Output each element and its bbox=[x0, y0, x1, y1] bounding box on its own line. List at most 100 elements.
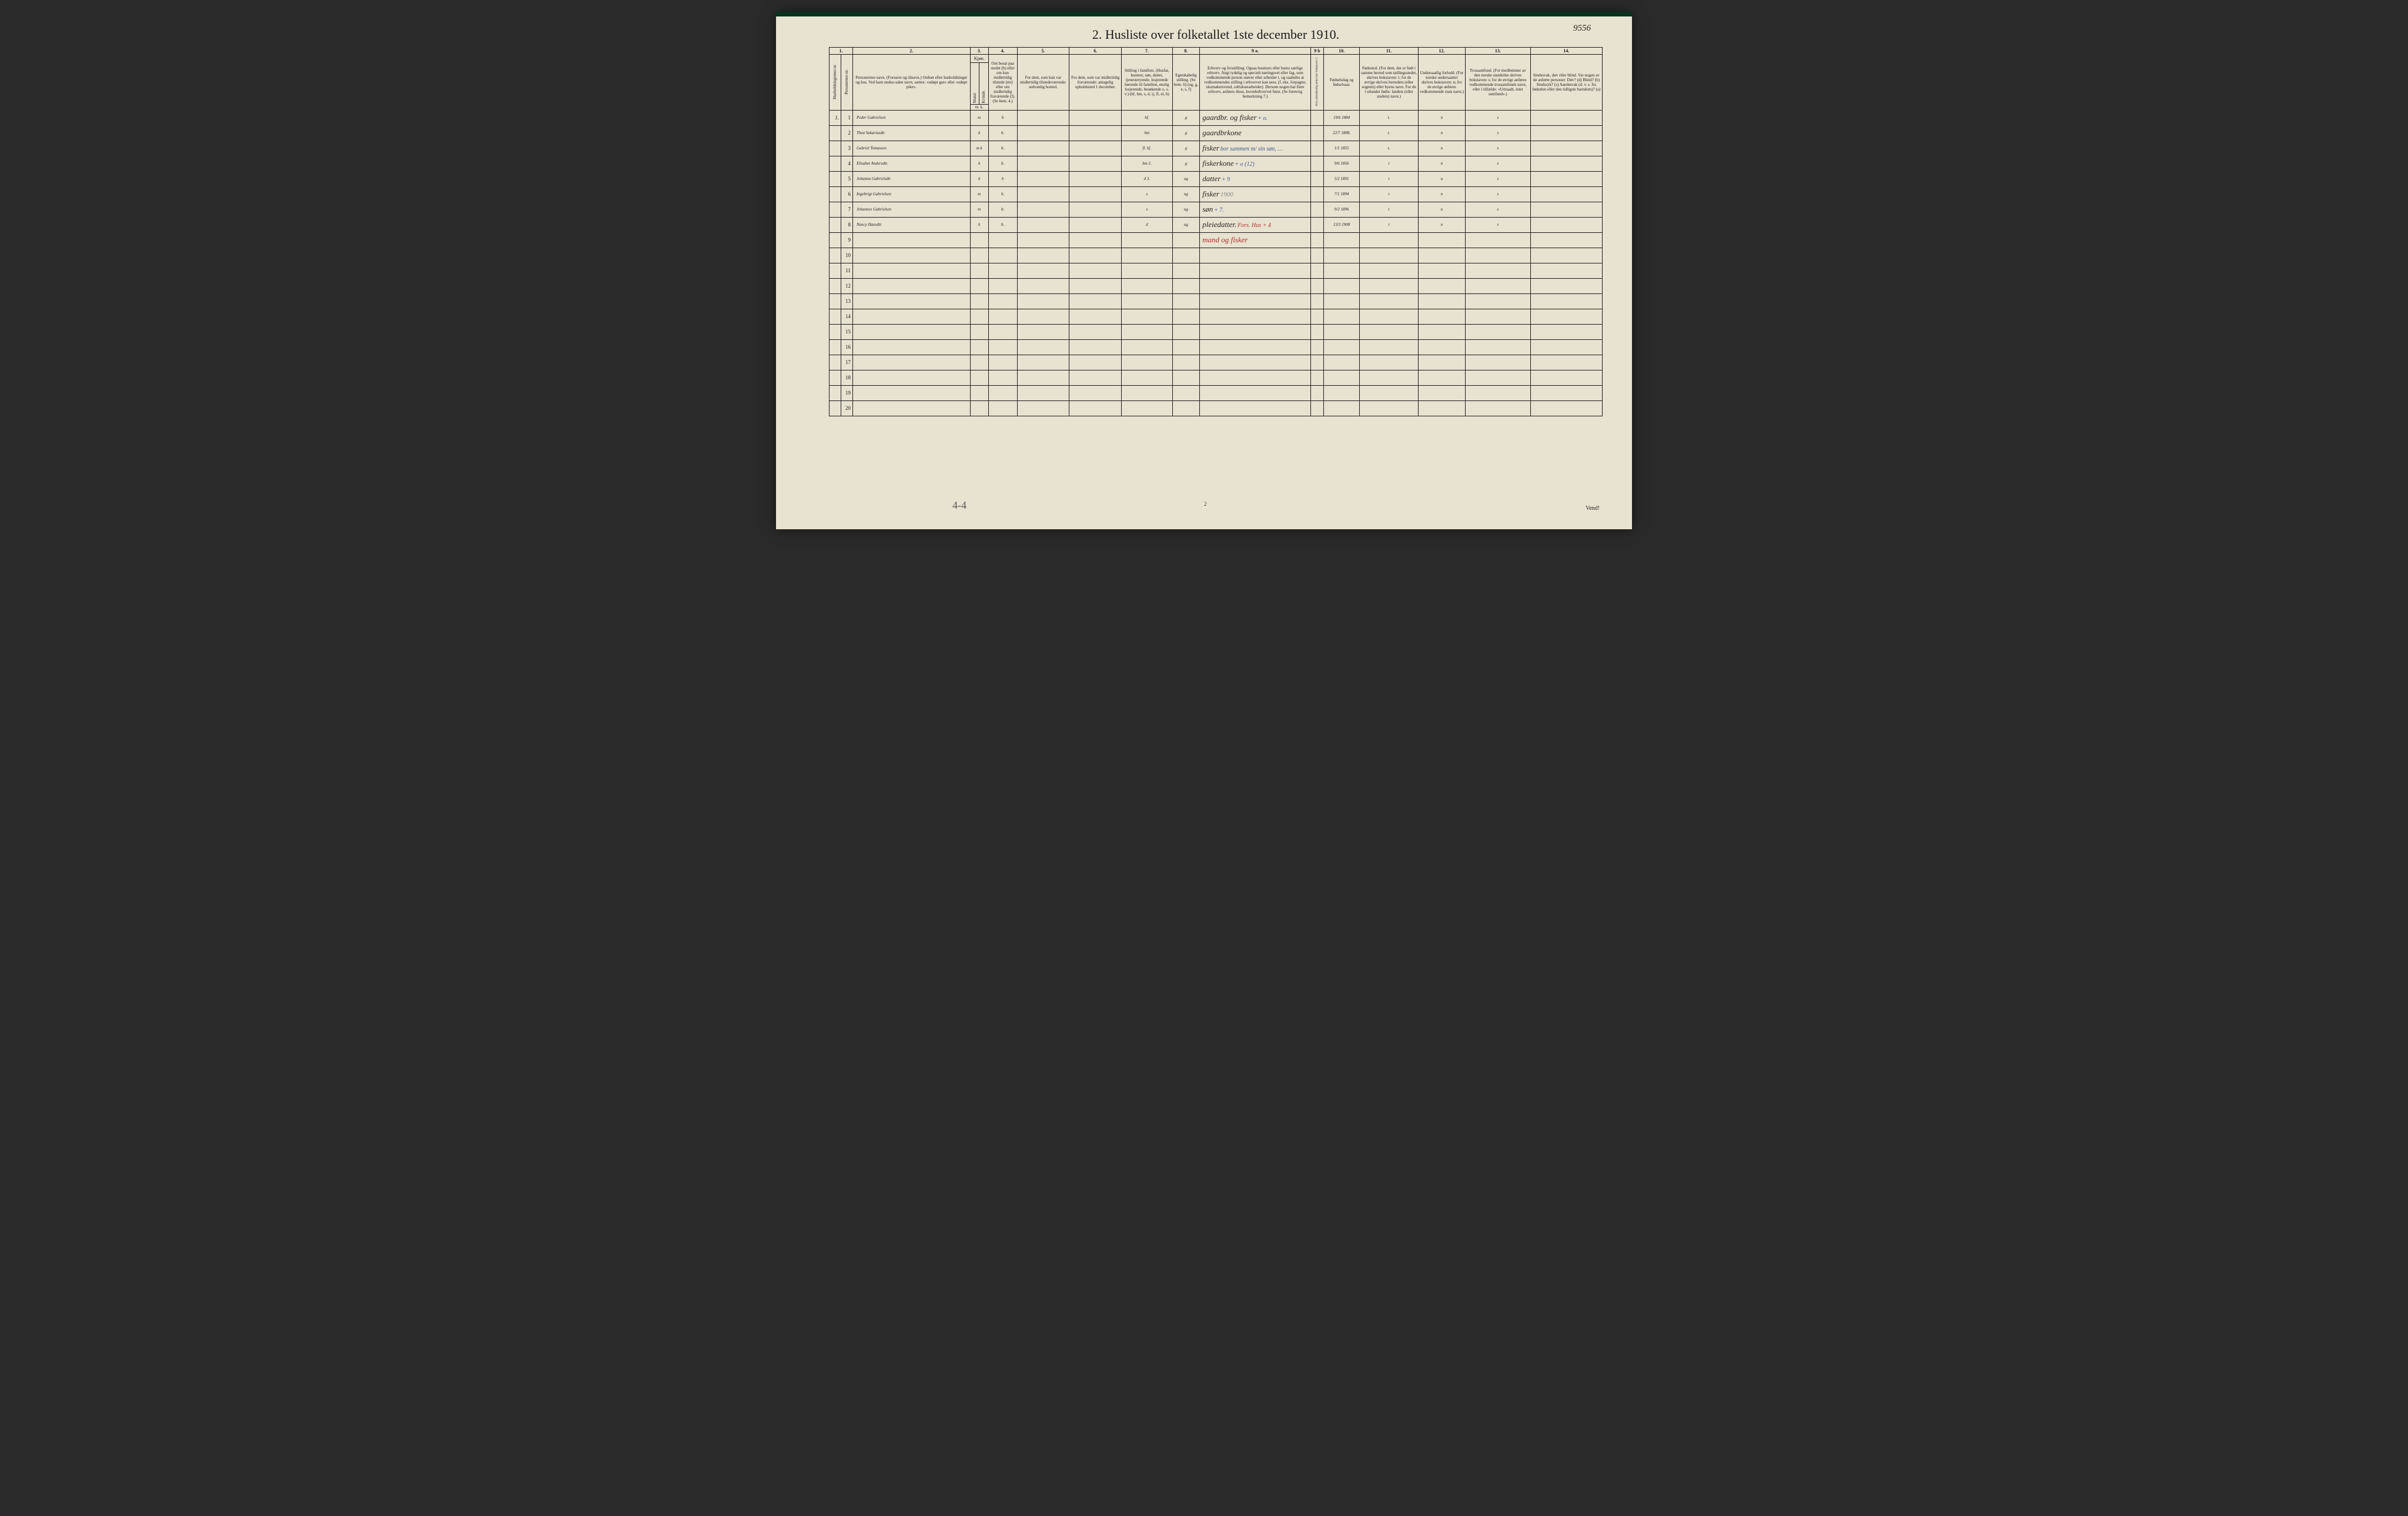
table-cell bbox=[1465, 233, 1530, 248]
table-cell bbox=[1310, 309, 1323, 325]
table-cell bbox=[1172, 386, 1200, 401]
table-cell bbox=[1017, 401, 1069, 416]
table-cell: b. bbox=[988, 187, 1017, 202]
table-cell: 3 bbox=[841, 141, 852, 156]
table-row: 12 bbox=[830, 279, 1603, 294]
table-row: 4Elisabet Andersdtr.kb.hm 3.gfiskerkone … bbox=[830, 156, 1603, 172]
col-number: 9 a. bbox=[1200, 48, 1311, 55]
table-cell: ug bbox=[1172, 172, 1200, 187]
table-cell bbox=[1530, 202, 1602, 218]
table-cell bbox=[830, 401, 841, 416]
footer-annotation-left: 4-4 bbox=[952, 499, 966, 512]
table-cell bbox=[1360, 248, 1419, 263]
table-cell: s bbox=[1465, 187, 1530, 202]
table-cell bbox=[988, 325, 1017, 340]
table-cell bbox=[1200, 370, 1311, 386]
table-cell bbox=[1310, 141, 1323, 156]
hdr-temp-present: For dem, som kun var midlertidig tilsted… bbox=[1017, 55, 1069, 111]
table-cell: fiskerkone + o (12) bbox=[1200, 156, 1311, 172]
table-cell: k bbox=[970, 172, 988, 187]
hdr-name: Personernes navn. (Fornavn og tilnavn.) … bbox=[852, 55, 970, 111]
table-cell bbox=[988, 263, 1017, 279]
table-cell: n bbox=[1418, 156, 1465, 172]
table-cell bbox=[988, 309, 1017, 325]
census-table: 1.2.3.4.5.6.7.8.9 a.9 b10.11.12.13.14. H… bbox=[829, 47, 1603, 416]
table-cell bbox=[988, 355, 1017, 370]
table-cell bbox=[1017, 218, 1069, 233]
table-cell bbox=[830, 386, 841, 401]
hdr-disability: Sindssvak, døv eller blind. Var nogen av… bbox=[1530, 55, 1602, 111]
table-cell: k bbox=[970, 156, 988, 172]
table-cell bbox=[830, 325, 841, 340]
page-title: 2. Husliste over folketallet 1ste decemb… bbox=[829, 27, 1603, 42]
col-number: 9 b bbox=[1310, 48, 1323, 55]
table-cell bbox=[1310, 370, 1323, 386]
table-cell bbox=[1200, 401, 1311, 416]
table-cell: u bbox=[1418, 172, 1465, 187]
table-cell bbox=[1530, 187, 1602, 202]
table-cell bbox=[970, 370, 988, 386]
table-cell bbox=[1017, 187, 1069, 202]
table-cell bbox=[1172, 340, 1200, 355]
table-cell bbox=[1418, 294, 1465, 309]
table-cell bbox=[830, 355, 841, 370]
table-cell bbox=[970, 279, 988, 294]
col-number: 6. bbox=[1069, 48, 1122, 55]
table-cell bbox=[1530, 325, 1602, 340]
table-cell bbox=[1017, 111, 1069, 126]
table-row: 8Nancy Hansdtr.kb.dugpleiedatter. Fors. … bbox=[830, 218, 1603, 233]
table-cell: 13 bbox=[841, 294, 852, 309]
table-cell: t. bbox=[1360, 126, 1419, 141]
table-cell bbox=[1122, 355, 1173, 370]
table-cell bbox=[1465, 325, 1530, 340]
table-cell bbox=[1465, 248, 1530, 263]
table-cell bbox=[1465, 401, 1530, 416]
table-cell bbox=[1310, 386, 1323, 401]
table-cell bbox=[1017, 370, 1069, 386]
table-cell bbox=[830, 233, 841, 248]
table-cell bbox=[1172, 401, 1200, 416]
table-cell: Johanna Gabrielsdtr bbox=[852, 172, 970, 187]
table-cell: b. bbox=[988, 126, 1017, 141]
col-number: 2. bbox=[852, 48, 970, 55]
table-cell bbox=[852, 309, 970, 325]
table-cell bbox=[1530, 156, 1602, 172]
table-cell: b bbox=[988, 172, 1017, 187]
table-cell bbox=[1069, 386, 1122, 401]
table-cell bbox=[1310, 279, 1323, 294]
table-cell bbox=[1324, 294, 1360, 309]
table-cell bbox=[1418, 401, 1465, 416]
table-cell bbox=[1017, 309, 1069, 325]
table-cell bbox=[1122, 340, 1173, 355]
table-cell bbox=[852, 370, 970, 386]
table-body: 1.1Peder Gabrielsenmbhf.ggaardbr. og fis… bbox=[830, 111, 1603, 416]
table-cell bbox=[1069, 309, 1122, 325]
table-cell bbox=[852, 340, 970, 355]
table-cell: n bbox=[1418, 218, 1465, 233]
table-row: 16 bbox=[830, 340, 1603, 355]
table-cell: 14 bbox=[841, 309, 852, 325]
table-cell bbox=[1069, 202, 1122, 218]
table-cell bbox=[1465, 340, 1530, 355]
table-cell: 17 bbox=[841, 355, 852, 370]
table-cell bbox=[1172, 294, 1200, 309]
table-cell bbox=[1017, 202, 1069, 218]
table-cell bbox=[1530, 141, 1602, 156]
table-cell: Ingebrigt Gabrielsen bbox=[852, 187, 970, 202]
table-cell bbox=[830, 172, 841, 187]
table-row: 19 bbox=[830, 386, 1603, 401]
table-cell bbox=[1122, 279, 1173, 294]
table-cell bbox=[1530, 294, 1602, 309]
table-cell: Johannes Gabrielsen bbox=[852, 202, 970, 218]
table-cell: mand og fisker bbox=[1200, 233, 1311, 248]
table-cell bbox=[1310, 202, 1323, 218]
table-cell bbox=[1530, 172, 1602, 187]
table-cell: m bbox=[970, 187, 988, 202]
table-cell bbox=[852, 355, 970, 370]
table-cell bbox=[1530, 248, 1602, 263]
hdr-birthplace: Fødested. (For dem, der er født i samme … bbox=[1360, 55, 1419, 111]
table-cell: 13/3 1908 bbox=[1324, 218, 1360, 233]
table-cell bbox=[1324, 355, 1360, 370]
table-cell bbox=[1069, 172, 1122, 187]
table-cell: s bbox=[1465, 156, 1530, 172]
